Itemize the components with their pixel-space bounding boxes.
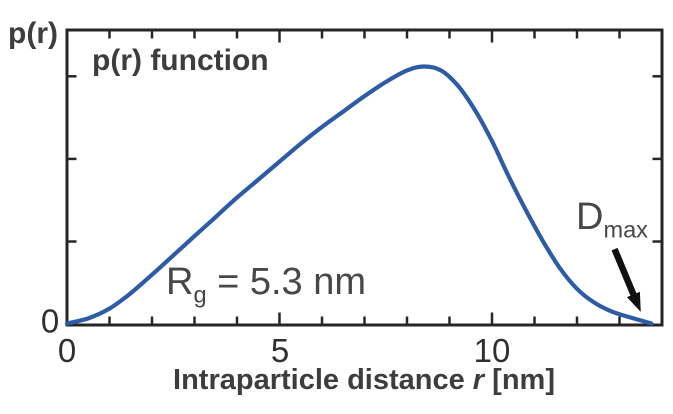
x-tick-label-5: 5: [270, 332, 290, 369]
pr-curve: [64, 64, 654, 326]
rg-symbol: R: [166, 261, 194, 303]
rg-subscript: g: [193, 281, 207, 308]
y-tick-label-0: 0: [40, 302, 60, 340]
rg-value: = 5.3 nm: [206, 261, 367, 303]
dmax-annotation: Dmax: [576, 198, 648, 242]
x-axis-title: Intraparticle distance r [nm]: [173, 366, 555, 395]
plot-border: [65, 28, 664, 327]
axis-ticks: [68, 31, 661, 324]
x-axis-title-variable: r: [472, 364, 485, 396]
dmax-subscript: max: [603, 216, 648, 243]
y-axis-title: p(r): [8, 17, 58, 50]
dmax-arrow: [611, 247, 641, 312]
x-tick-label-0: 0: [57, 332, 77, 369]
rg-annotation: Rg = 5.3 nm: [166, 263, 366, 307]
x-axis-title-suffix: [nm]: [484, 364, 555, 396]
x-tick-label-10: 10: [473, 332, 511, 369]
dmax-symbol: D: [576, 196, 604, 238]
plot-title: p(r) function: [92, 44, 269, 77]
x-axis-title-prefix: Intraparticle distance: [173, 364, 473, 396]
